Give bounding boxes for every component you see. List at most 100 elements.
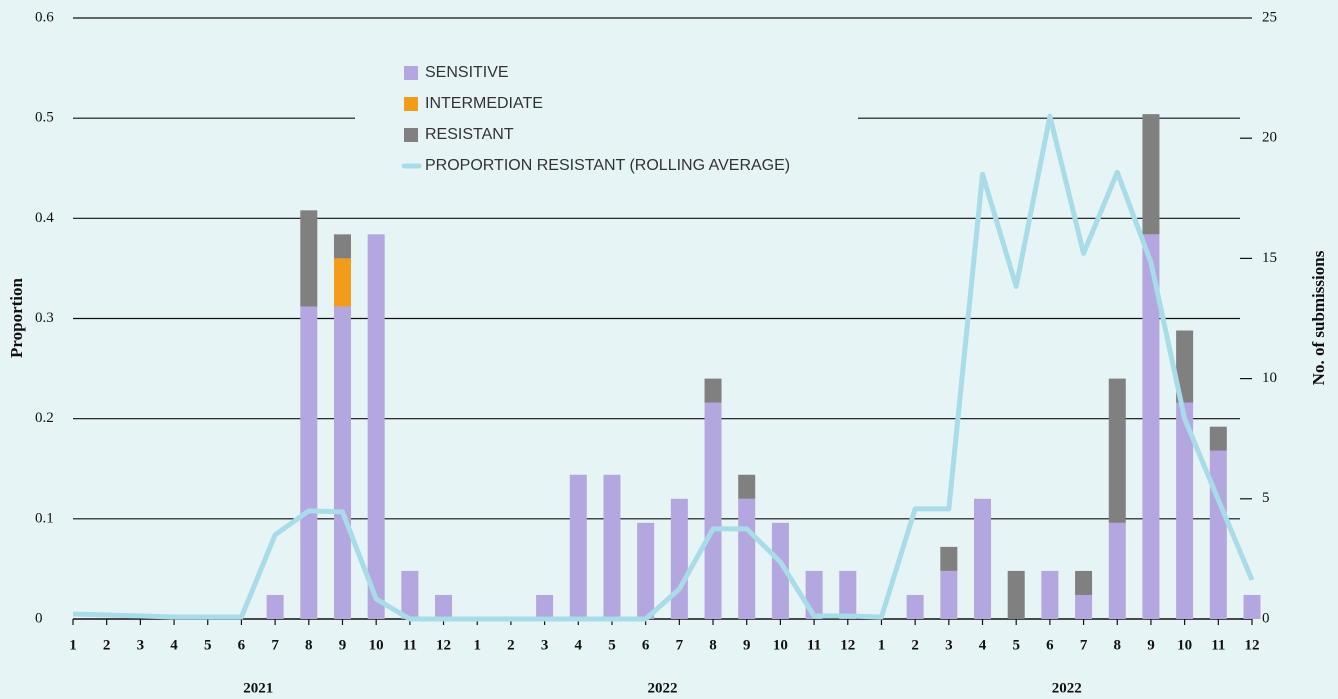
bar-segment bbox=[1108, 522, 1126, 619]
legend-label: PROPORTION RESISTANT (ROLLING AVERAGE) bbox=[425, 157, 790, 174]
x-tick-label: 3 bbox=[541, 637, 549, 653]
x-tick-label: 1 bbox=[69, 637, 77, 653]
bar-segment bbox=[1007, 570, 1025, 619]
y2-tick-label: 10 bbox=[1262, 370, 1277, 386]
bar-segment bbox=[771, 522, 789, 619]
x-tick-label: 4 bbox=[170, 637, 178, 653]
x-tick-label: 6 bbox=[238, 637, 246, 653]
legend-label: RESISTANT bbox=[425, 126, 514, 143]
x-tick-label: 5 bbox=[608, 637, 616, 653]
bar-segment bbox=[839, 570, 857, 619]
bar-segment bbox=[333, 234, 351, 259]
bar-segment bbox=[1176, 330, 1194, 403]
x-tick-label: 7 bbox=[676, 637, 684, 653]
bar-segment bbox=[367, 234, 385, 620]
x-tick-label: 6 bbox=[1046, 637, 1054, 653]
bar-segment bbox=[1075, 570, 1093, 595]
x-tick-label: 12 bbox=[436, 637, 451, 653]
bar-segment bbox=[536, 594, 554, 619]
legend-label: INTERMEDIATE bbox=[425, 95, 543, 112]
x-tick-label: 3 bbox=[137, 637, 145, 653]
x-tick-label: 10 bbox=[369, 637, 384, 653]
bar-segment bbox=[1142, 234, 1160, 620]
x-tick-label: 1 bbox=[878, 637, 886, 653]
x-tick-label: 8 bbox=[305, 637, 313, 653]
bar-segment bbox=[738, 474, 756, 499]
legend-swatch bbox=[404, 66, 418, 80]
y-tick-label: 0.3 bbox=[35, 310, 54, 326]
x-tick-label: 10 bbox=[1177, 637, 1192, 653]
x-tick-label: 10 bbox=[773, 637, 788, 653]
bar-segment bbox=[940, 570, 958, 619]
bar-segment bbox=[906, 594, 924, 619]
bar-segment bbox=[1176, 402, 1194, 619]
bar-segment bbox=[704, 402, 722, 619]
x-tick-label: 4 bbox=[979, 637, 987, 653]
y2-tick-label: 5 bbox=[1262, 490, 1270, 506]
bar-segment bbox=[1209, 426, 1227, 451]
bar-segment bbox=[704, 378, 722, 403]
bar-segment bbox=[300, 306, 318, 619]
bar-segment bbox=[1142, 114, 1160, 235]
bar-segment bbox=[637, 522, 655, 619]
y-axis-label: Proportion bbox=[7, 277, 26, 358]
y2-tick-label: 15 bbox=[1262, 250, 1277, 266]
x-tick-label: 4 bbox=[575, 637, 583, 653]
legend-label: SENSITIVE bbox=[425, 64, 509, 81]
x-tick-label: 9 bbox=[1147, 637, 1155, 653]
bar-segment bbox=[738, 498, 756, 619]
x-tick-label: 9 bbox=[339, 637, 347, 653]
bar-segment bbox=[1108, 378, 1126, 523]
y-tick-label: 0.4 bbox=[35, 210, 54, 226]
bar-segment bbox=[603, 474, 621, 619]
legend-swatch bbox=[404, 128, 418, 142]
y2-tick-label: 20 bbox=[1262, 130, 1277, 146]
legend-swatch bbox=[404, 97, 418, 111]
x-tick-label: 2 bbox=[507, 637, 515, 653]
y-tick-label: 0.6 bbox=[35, 9, 54, 25]
x-tick-label: 7 bbox=[271, 637, 279, 653]
bar-segment bbox=[333, 306, 351, 619]
x-tick-label: 8 bbox=[709, 637, 717, 653]
x-tick-label: 5 bbox=[1012, 637, 1020, 653]
x-tick-label: 11 bbox=[1211, 637, 1225, 653]
bar-segment bbox=[1041, 570, 1059, 619]
x-tick-label: 8 bbox=[1114, 637, 1122, 653]
line bbox=[72, 113, 1255, 622]
y-tick-label: 0 bbox=[35, 610, 43, 626]
bar-segment bbox=[974, 498, 992, 619]
legend-background bbox=[355, 45, 858, 185]
group-label: 2022 bbox=[648, 680, 678, 696]
y-tick-label: 0.1 bbox=[35, 510, 54, 526]
x-tick-label: 5 bbox=[204, 637, 212, 653]
x-tick-label: 11 bbox=[403, 637, 417, 653]
bar-segment bbox=[1209, 450, 1227, 619]
x-tick-label: 11 bbox=[807, 637, 821, 653]
x-tick-label: 2 bbox=[911, 637, 919, 653]
x-tick-label: 1 bbox=[473, 637, 481, 653]
y2-tick-label: 25 bbox=[1262, 9, 1277, 25]
bar-segment bbox=[300, 210, 318, 307]
grid bbox=[73, 17, 1240, 520]
x-tick-label: 12 bbox=[1245, 637, 1260, 653]
x-tick-label: 3 bbox=[945, 637, 953, 653]
bar-segment bbox=[401, 570, 419, 619]
group-label: 2021 bbox=[243, 680, 273, 696]
bar-segment bbox=[266, 594, 284, 619]
x-tick-label: 2 bbox=[103, 637, 111, 653]
group-label: 2022 bbox=[1052, 680, 1082, 696]
y2-axis-label: No. of submissions bbox=[1309, 250, 1328, 385]
x-tick-label: 7 bbox=[1080, 637, 1088, 653]
x-tick-label: 6 bbox=[642, 637, 650, 653]
y-tick-label: 0.5 bbox=[35, 110, 54, 126]
bar-segment bbox=[670, 498, 688, 619]
y-tick-label: 0.2 bbox=[35, 410, 54, 426]
x-tick-label: 12 bbox=[840, 637, 855, 653]
x-tick-label: 9 bbox=[743, 637, 751, 653]
bar-segment bbox=[1075, 594, 1093, 619]
bar-segment bbox=[940, 546, 958, 571]
bar-segment bbox=[569, 474, 587, 619]
bar-segment bbox=[333, 258, 351, 307]
bar-segment bbox=[1243, 594, 1261, 619]
